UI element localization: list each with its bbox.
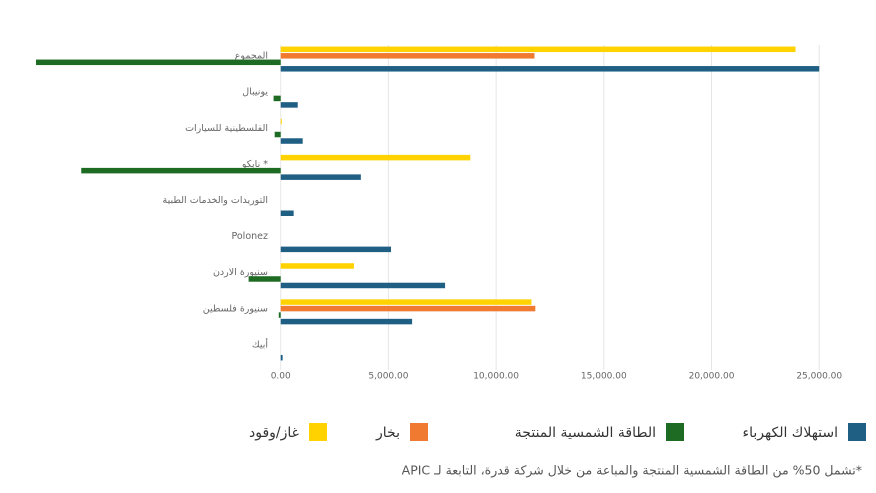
category-label: التوريدات والخدمات الطبية <box>163 195 268 206</box>
bar <box>280 53 535 59</box>
category-label: أبيك <box>252 337 269 350</box>
x-tick-label: 5,000.00 <box>368 372 408 382</box>
x-tick-label: 15,000.00 <box>581 372 627 382</box>
bar <box>280 66 820 72</box>
bar <box>280 118 282 125</box>
bar <box>280 154 471 161</box>
x-tick-label: 0.00 <box>271 372 291 382</box>
bar <box>81 167 281 174</box>
category-label: المجموع <box>235 51 268 62</box>
bar <box>280 138 303 144</box>
bar <box>280 263 354 269</box>
legend-swatch <box>666 423 684 441</box>
bar <box>280 102 298 108</box>
bar <box>274 131 281 138</box>
category-label: سنيورة فلسطين <box>203 303 268 314</box>
legend-label: الطاقة الشمسية المنتجة <box>515 425 656 441</box>
footnote: *تشمل 50% من الطاقة الشمسية المنتجة والم… <box>402 463 862 479</box>
bar <box>278 312 281 318</box>
x-tick-label: 10,000.00 <box>473 372 519 382</box>
x-tick-label: 20,000.00 <box>689 372 735 382</box>
bar <box>280 210 294 216</box>
bar <box>280 299 532 305</box>
bar <box>280 282 446 289</box>
legend-swatch <box>848 423 866 441</box>
legend-label: استهلاك الكهرباء <box>743 425 838 441</box>
bar <box>248 276 281 282</box>
bar <box>280 318 413 325</box>
x-tick-label: 25,000.00 <box>796 372 842 382</box>
legend-swatch <box>309 423 327 441</box>
bar <box>280 354 283 361</box>
bar <box>36 59 281 66</box>
legend-label: غاز/وقود <box>249 425 299 441</box>
category-label: نابكو * <box>241 159 268 170</box>
legend-swatch <box>410 423 428 441</box>
category-label: Polonez <box>231 231 268 242</box>
bar <box>280 46 796 53</box>
bar <box>280 246 392 253</box>
category-label: سنيورة الاردن <box>213 267 268 278</box>
bar <box>280 174 361 180</box>
category-label: يونيبال <box>242 87 268 98</box>
legend-label: بخار <box>375 425 400 441</box>
bar <box>273 95 281 102</box>
category-label: الفلسطينية للسيارات <box>185 123 268 134</box>
bar <box>280 305 536 312</box>
